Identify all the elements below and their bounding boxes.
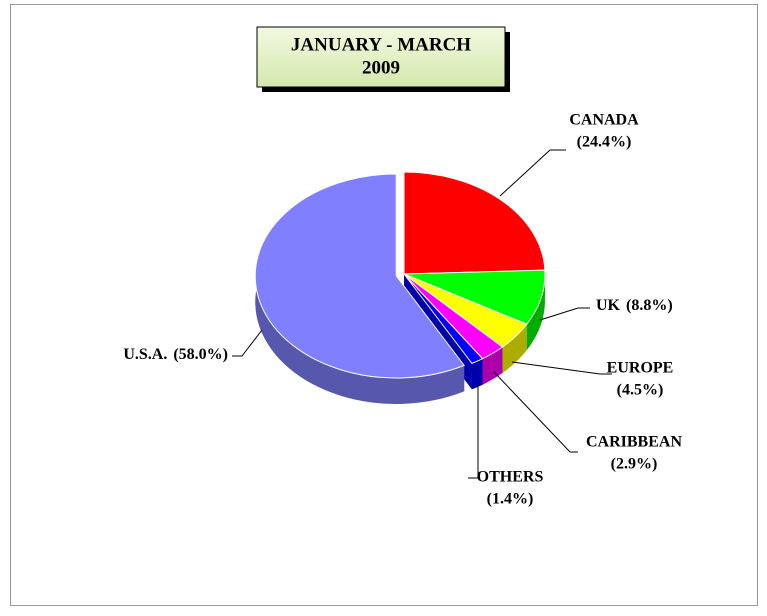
slice-value-label: (58.0%) [173, 346, 228, 363]
leader-line [493, 371, 578, 453]
pie-slice [403, 273, 484, 364]
slice-label: OTHERS [477, 469, 544, 486]
slice-value-label: (4.5%) [617, 382, 664, 399]
slice-value-label: (2.9%) [611, 456, 658, 473]
slice-side [255, 173, 465, 404]
slice-label: CANADA [569, 112, 639, 129]
slice-value-label: (24.4%) [577, 134, 632, 151]
pie-slice [403, 171, 546, 275]
chart-title: JANUARY - MARCH [291, 34, 471, 55]
leader-line [539, 307, 590, 321]
leader-line [468, 384, 479, 479]
slice-value-label: (8.8%) [626, 297, 673, 314]
slice-label: UK [596, 297, 621, 314]
slice-label: EUROPE [607, 360, 674, 377]
pie-slice [254, 173, 465, 379]
slice-label-group: UK (8.8%) [596, 297, 673, 314]
title-box [256, 26, 506, 88]
leader-line [511, 361, 612, 375]
leader-line [232, 329, 263, 357]
slice-value-label: (1.4%) [487, 491, 534, 508]
leader-line [499, 149, 566, 197]
frame [10, 4, 758, 606]
slice-label: CARIBBEAN [586, 434, 682, 451]
chart-subtitle: 2009 [362, 57, 400, 78]
slice-label-group: U.S.A. (58.0%) [123, 346, 228, 363]
slice-label: U.S.A. [123, 346, 167, 363]
